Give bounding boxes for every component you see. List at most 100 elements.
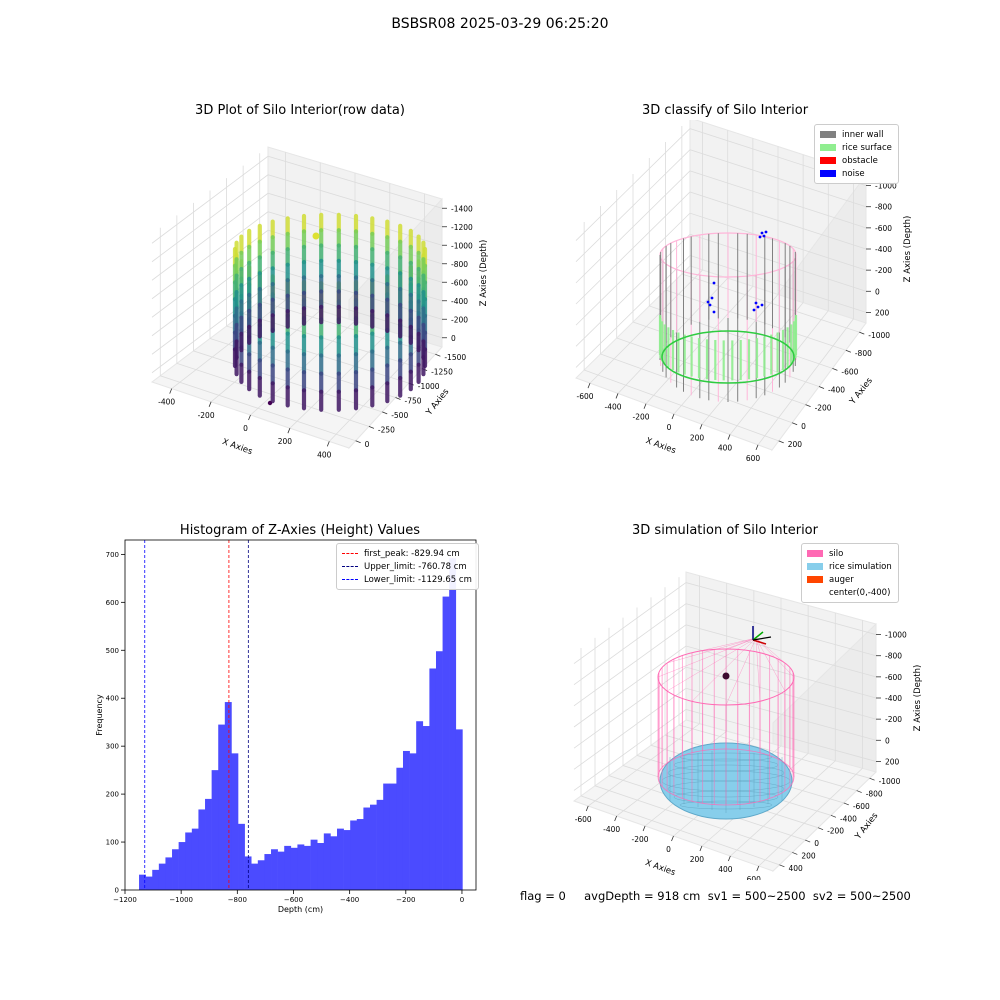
histogram-y-tick-label: 700 — [106, 551, 119, 559]
histogram-bar — [422, 726, 430, 890]
p1-z-grid — [151, 266, 443, 355]
histogram-bar — [402, 750, 410, 890]
p2-x-tick — [727, 434, 731, 440]
p2-y-tick — [778, 440, 784, 444]
p4-x-tick — [642, 825, 646, 832]
p2-noise-point — [710, 296, 714, 300]
histogram-bar — [310, 839, 318, 890]
p4-z-grid — [573, 603, 877, 686]
plot1-title: 3D Plot of Silo Interior(row data) — [195, 103, 405, 118]
p2-noise-point — [752, 308, 756, 312]
p2-z-tick-label: -800 — [875, 203, 892, 212]
figure-suptitle: BSBSR08 2025-03-29 06:25:20 — [391, 16, 609, 32]
histogram-bar — [370, 804, 377, 890]
p2-x-tick-label: -600 — [576, 392, 593, 401]
p4-y-tick — [817, 827, 824, 831]
histogram-bar — [442, 596, 450, 890]
plot2-legend: inner wall rice surface obstacle noise — [814, 124, 899, 184]
p1-x-tick-label: 200 — [278, 437, 293, 446]
p4-y-grid — [594, 637, 793, 853]
plot4-title: 3D simulation of Silo Interior — [632, 523, 818, 538]
p4-x-grid — [587, 575, 700, 807]
histogram-bar — [198, 809, 206, 890]
histogram-y-tick-label: 400 — [106, 695, 119, 703]
line-first-peak — [342, 553, 358, 554]
p4-x-tick-label: 600 — [747, 875, 762, 880]
p1-x-tick-label: 400 — [317, 450, 332, 459]
p2-noise-point — [712, 310, 716, 314]
swatch-noise — [820, 170, 836, 177]
swatch-rice-surface — [820, 144, 836, 151]
p1-x-tick — [248, 414, 251, 421]
p1-y-tick-label: -500 — [391, 411, 408, 420]
status-footer: flag = 0 avgDepth = 918 cm sv1 = 500~250… — [520, 889, 911, 903]
histogram-bar — [376, 799, 384, 890]
legend-item-rice-surface: rice surface — [820, 141, 892, 154]
histogram-y-tick-label: 300 — [106, 743, 119, 751]
p1-y-grid — [226, 178, 409, 384]
p2-x-tick — [643, 403, 647, 409]
histogram-bar — [304, 845, 311, 890]
p2-z-grid — [575, 149, 867, 262]
p1-x-axis-label: X Axies — [221, 437, 254, 457]
p1-y-tick — [368, 425, 375, 429]
p1-z-tick-label: -1000 — [451, 241, 473, 250]
p4-x-tick-label: -600 — [575, 815, 592, 824]
p2-y-tick-label: -400 — [828, 386, 845, 395]
histogram-y-tick-label: 200 — [106, 791, 119, 799]
p4-y-tick-label: 0 — [814, 839, 819, 848]
p4-silo-roof-wire — [657, 637, 757, 678]
plot3-legend: first_peak: -829.94 cm Upper_limit: -760… — [336, 543, 479, 590]
p1-y-tick-label: 0 — [365, 440, 370, 449]
line-upper-limit — [342, 566, 358, 567]
p4-z-tick-label: -1000 — [885, 631, 907, 640]
p4-y-tick-label: 200 — [801, 851, 816, 860]
p2-y-tick — [845, 349, 852, 353]
legend-label-first-peak: first_peak: -829.94 cm — [364, 548, 460, 559]
p4-silo-roof-wire — [667, 637, 757, 664]
p2-x-grid — [645, 138, 754, 404]
p4-z-grid — [573, 666, 877, 749]
p2-z-tick-label: -600 — [875, 224, 892, 233]
plot3-histogram: −1200 −1000 −800 −600 −400 −200 0 0 100 200 300 400… — [95, 539, 477, 914]
p4-auger-line — [752, 636, 772, 641]
p2-y-tick-label: -800 — [855, 349, 872, 358]
plot3-title: Histogram of Z-Axies (Height) Values — [179, 523, 421, 538]
p4-silo-roof-wire — [755, 637, 795, 678]
histogram-bar — [158, 863, 166, 890]
p2-z-tick-label: 200 — [875, 308, 890, 317]
legend-label-auger: auger — [829, 574, 854, 585]
p2-y-axis-label: Y Axies — [847, 376, 875, 408]
legend-item-rice-simulation: rice simulation — [807, 560, 892, 573]
p4-silo-roof-wire — [725, 637, 757, 650]
p1-z-grid — [151, 229, 443, 318]
histogram-bar — [383, 783, 391, 890]
histogram-bar — [356, 819, 364, 890]
histogram-bar — [343, 830, 351, 890]
histogram-bar — [396, 767, 404, 890]
plot1-raw-scatter: -400 -200 0 200 400 0 -250 -500 -750 -1000 -1250 -1… — [150, 146, 489, 459]
histogram-x-tick-label: −200 — [396, 896, 415, 904]
p4-y-tick-label: -1000 — [879, 777, 901, 786]
histogram-bar — [251, 863, 259, 890]
histogram-bar — [389, 783, 397, 890]
p4-z-grid — [573, 645, 877, 728]
p2-y-tick-label: 200 — [788, 440, 803, 449]
p1-x-grid — [171, 152, 286, 389]
histogram-bar — [323, 833, 331, 890]
p2-x-grid — [701, 154, 804, 425]
p4-z-tick-label: 0 — [885, 736, 890, 745]
legend-label-rice-surface: rice surface — [842, 142, 892, 153]
p4-z-tick-label: -400 — [885, 694, 902, 703]
p4-z-grid — [573, 624, 877, 707]
p4-y-axis-label: Y Axies — [853, 811, 881, 843]
p4-z-tick-label: -800 — [885, 652, 902, 661]
p4-x-tick — [614, 815, 618, 822]
p2-y-tick — [832, 367, 838, 371]
p2-z-grid — [575, 212, 867, 326]
histogram-frame — [124, 539, 477, 891]
p2-noise-point — [708, 303, 712, 307]
legend-item-lower-limit: Lower_limit: -1129.65 cm — [342, 573, 472, 586]
plot4-legend: silo rice simulation auger center(0,-400… — [801, 543, 899, 603]
p4-y-grid — [580, 647, 780, 866]
